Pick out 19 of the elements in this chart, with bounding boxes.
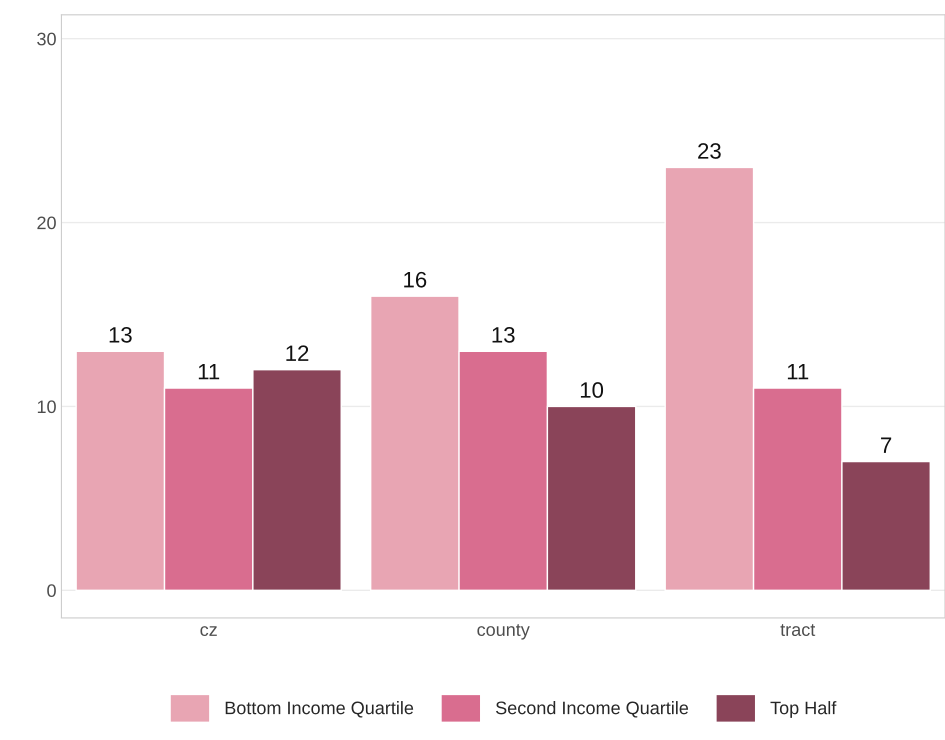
- data-label: 10: [580, 382, 604, 398]
- legend-label: Second Income Quartile: [496, 701, 688, 718]
- x-tick-label: cz: [200, 626, 217, 636]
- y-tick-label: 0: [47, 584, 56, 598]
- data-label: 23: [698, 143, 721, 159]
- data-label: 16: [404, 272, 426, 288]
- y-tick-label: 30: [37, 32, 56, 46]
- data-label: 12: [286, 345, 308, 361]
- data-label: 13: [110, 326, 132, 343]
- data-label: 13: [492, 326, 515, 343]
- legend-label: Bottom Income Quartile: [226, 701, 414, 718]
- x-tick-label: tract: [780, 624, 816, 636]
- y-tick-label: 20: [37, 216, 56, 230]
- data-label: 7: [881, 438, 892, 453]
- legend-label: Top Half: [770, 701, 836, 718]
- y-tick-label: 10: [38, 400, 56, 414]
- data-label: 11: [788, 364, 808, 380]
- x-tick-label: county: [477, 624, 530, 640]
- data-label: 11: [198, 364, 220, 380]
